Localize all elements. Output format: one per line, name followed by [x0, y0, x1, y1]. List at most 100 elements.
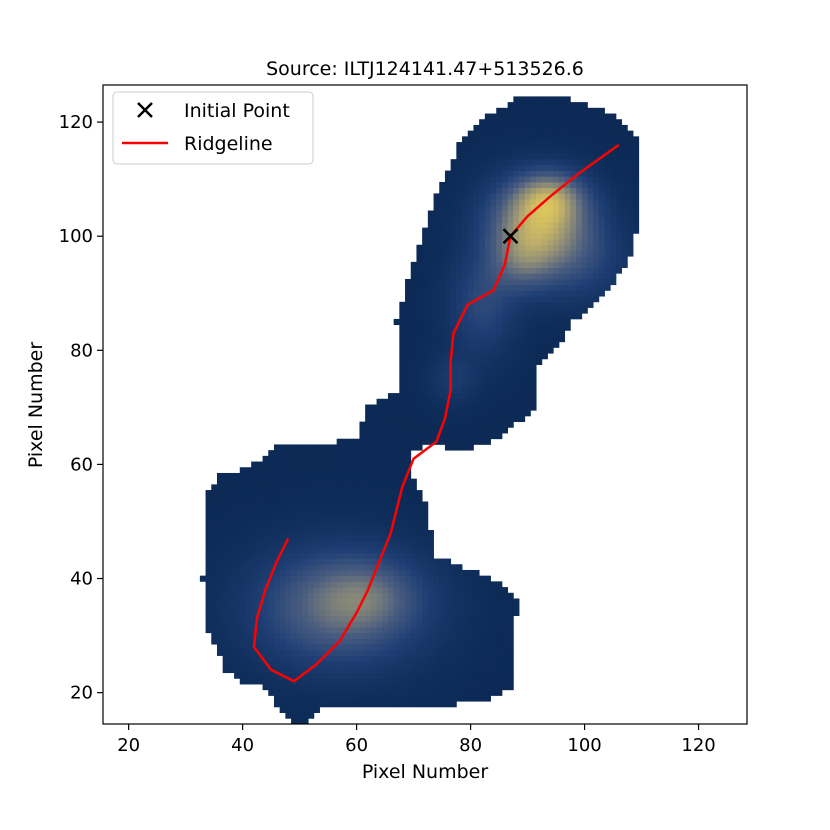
- heatmap-cell: [433, 415, 440, 423]
- heatmap-cell: [427, 336, 434, 343]
- heatmap-cell: [593, 124, 600, 132]
- heatmap-cell: [308, 598, 315, 605]
- heatmap-cell: [325, 490, 332, 497]
- heatmap-cell: [393, 410, 400, 417]
- heatmap-cell: [382, 672, 389, 679]
- heatmap-cell: [399, 341, 406, 348]
- heatmap-cell: [501, 113, 509, 120]
- heatmap-cell: [382, 415, 389, 423]
- heatmap-cell: [490, 290, 497, 297]
- heatmap-cell: [399, 615, 406, 622]
- heatmap-cell: [541, 210, 548, 217]
- heatmap-cell: [273, 535, 281, 542]
- heatmap-cell: [205, 518, 212, 525]
- heatmap-cell: [524, 204, 531, 211]
- heatmap-cell: [450, 689, 457, 696]
- heatmap-cell: [450, 410, 457, 417]
- heatmap-cell: [296, 621, 303, 628]
- heatmap-cell: [405, 364, 412, 371]
- heatmap-cell: [456, 216, 463, 223]
- heatmap-cell: [501, 358, 509, 365]
- heatmap-cell: [553, 278, 560, 286]
- heatmap-cell: [439, 433, 446, 440]
- heatmap-cell: [501, 130, 509, 137]
- heatmap-cell: [587, 153, 594, 160]
- heatmap-cell: [405, 370, 412, 377]
- heatmap-cell: [479, 130, 486, 137]
- heatmap-cell: [473, 290, 480, 297]
- heatmap-cell: [285, 598, 292, 605]
- heatmap-cell: [348, 507, 355, 514]
- heatmap-cell: [268, 615, 275, 622]
- heatmap-cell: [222, 569, 229, 577]
- heatmap-cell: [228, 655, 235, 662]
- heatmap-cell: [610, 233, 617, 240]
- heatmap-cell: [473, 661, 480, 668]
- heatmap-cell: [211, 541, 218, 548]
- heatmap-cell: [513, 393, 520, 400]
- heatmap-cell: [405, 558, 412, 565]
- heatmap-cell: [410, 592, 417, 599]
- heatmap-cell: [313, 701, 320, 708]
- heatmap-cell: [405, 490, 412, 497]
- heatmap-cell: [387, 427, 395, 434]
- heatmap-cell: [342, 518, 349, 525]
- heatmap-cell: [627, 193, 634, 200]
- heatmap-cell: [501, 387, 509, 394]
- heatmap-cell: [410, 695, 417, 702]
- heatmap-cell: [308, 552, 315, 559]
- heatmap-cell: [325, 467, 332, 474]
- heatmap-cell: [279, 484, 286, 491]
- heatmap-cell: [439, 381, 446, 388]
- heatmap-cell: [222, 575, 229, 582]
- heatmap-cell: [348, 689, 355, 696]
- heatmap-cell: [473, 204, 480, 211]
- heatmap-cell: [524, 381, 531, 388]
- heatmap-cell: [462, 695, 469, 702]
- heatmap-cell: [541, 353, 548, 360]
- heatmap-cell: [456, 644, 463, 651]
- heatmap-cell: [615, 187, 623, 194]
- heatmap-cell: [541, 261, 548, 268]
- heatmap-cell: [376, 649, 383, 656]
- heatmap-cell: [256, 501, 263, 508]
- heatmap-cell: [399, 621, 406, 628]
- heatmap-cell: [319, 541, 326, 548]
- heatmap-cell: [330, 621, 338, 628]
- heatmap-cell: [342, 592, 349, 599]
- heatmap-cell: [490, 233, 497, 240]
- heatmap-cell: [501, 341, 509, 348]
- heatmap-cell: [376, 455, 383, 462]
- heatmap-cell: [410, 438, 417, 445]
- heatmap-cell: [359, 604, 366, 611]
- heatmap-cell: [342, 541, 349, 548]
- heatmap-cell: [416, 336, 423, 343]
- heatmap-cell: [462, 330, 469, 337]
- heatmap-cell: [376, 604, 383, 611]
- heatmap-cell: [615, 159, 623, 166]
- heatmap-cell: [558, 267, 566, 274]
- heatmap-cell: [530, 170, 537, 177]
- heatmap-cell: [216, 581, 224, 588]
- heatmap-cell: [234, 564, 241, 571]
- heatmap-cell: [501, 632, 509, 639]
- heatmap-cell: [496, 278, 503, 286]
- heatmap-cell: [393, 575, 400, 582]
- heatmap-cell: [484, 387, 491, 394]
- heatmap-cell: [228, 472, 235, 480]
- heatmap-cell: [507, 655, 514, 662]
- heatmap-cell: [422, 381, 429, 388]
- heatmap-cell: [444, 170, 452, 177]
- heatmap-cell: [433, 261, 440, 268]
- heatmap-cell: [450, 296, 457, 303]
- heatmap-cell: [433, 661, 440, 668]
- heatmap-cell: [211, 638, 218, 645]
- heatmap-cell: [615, 164, 623, 171]
- heatmap-cell: [336, 587, 343, 594]
- heatmap-cell: [427, 256, 434, 263]
- heatmap-cell: [564, 181, 571, 189]
- heatmap-cell: [399, 364, 406, 371]
- heatmap-cell: [484, 256, 491, 263]
- heatmap-cell: [308, 621, 315, 628]
- heatmap-cell: [273, 524, 281, 531]
